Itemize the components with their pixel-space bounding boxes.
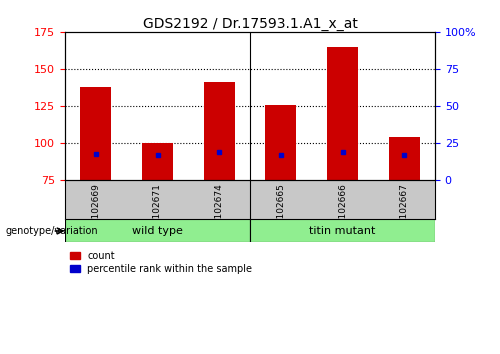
Text: GSM102665: GSM102665 [276, 183, 285, 238]
Bar [65, 219, 250, 242]
Text: GSM102674: GSM102674 [214, 183, 224, 238]
Text: GSM102671: GSM102671 [153, 183, 162, 238]
Bar [142, 143, 173, 181]
Text: titin mutant: titin mutant [310, 226, 376, 236]
Bar [327, 47, 358, 181]
Bar [266, 105, 296, 181]
Text: GSM102667: GSM102667 [400, 183, 408, 238]
Title: GDS2192 / Dr.17593.1.A1_x_at: GDS2192 / Dr.17593.1.A1_x_at [142, 17, 358, 31]
Text: GSM102666: GSM102666 [338, 183, 347, 238]
Bar [80, 87, 111, 181]
Bar [250, 219, 435, 242]
Text: wild type: wild type [132, 226, 183, 236]
Bar [204, 82, 234, 181]
Text: genotype/variation: genotype/variation [5, 226, 98, 236]
Text: GSM102669: GSM102669 [92, 183, 100, 238]
Legend: count, percentile rank within the sample: count, percentile rank within the sample [70, 251, 252, 274]
Bar [388, 137, 420, 181]
